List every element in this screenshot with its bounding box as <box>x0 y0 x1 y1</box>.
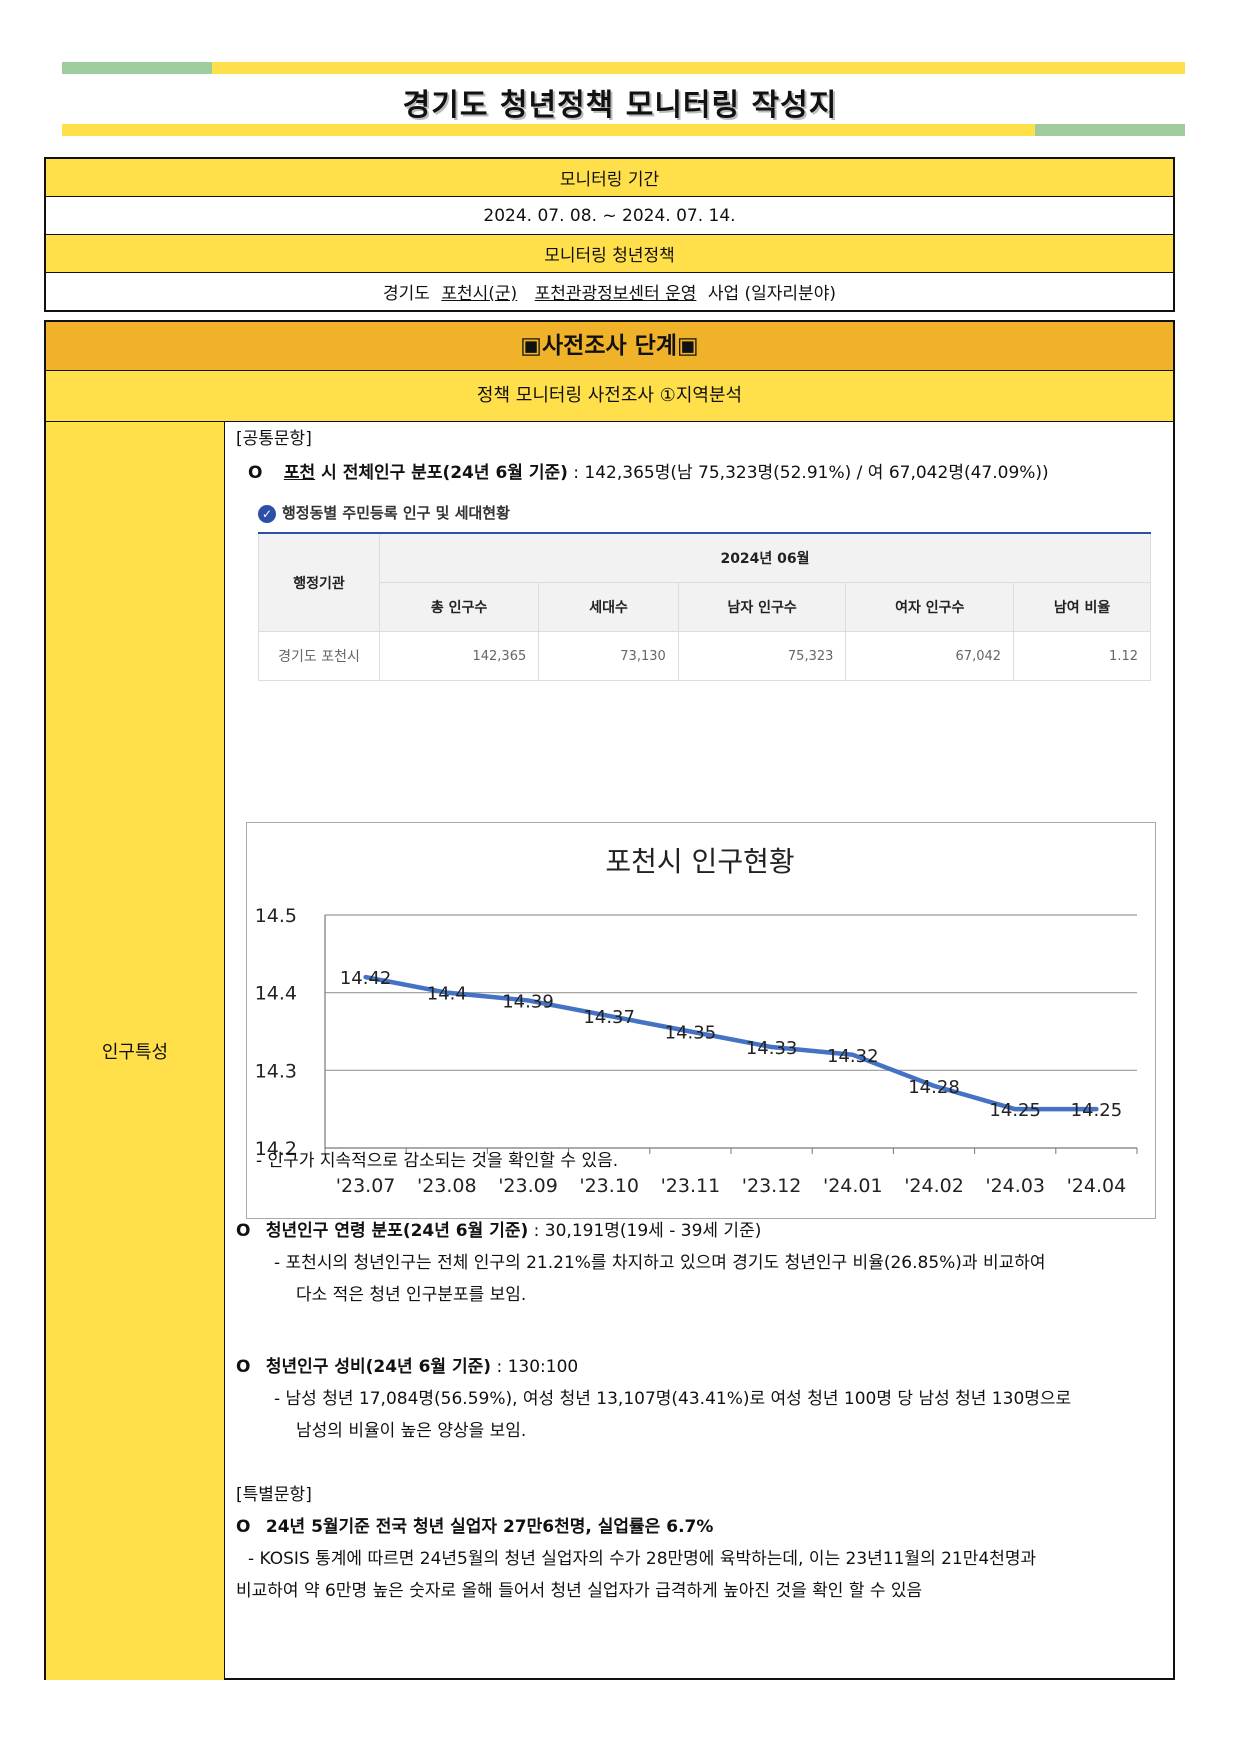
population-line: O 포천 시 전체인구 분포(24년 6월 기준) : 142,365명(남 75… <box>248 458 1049 483</box>
ratio-title: 청년인구 성비(24년 6월 기준) <box>265 1357 492 1377</box>
youth-desc-1: - 포천시의 청년인구는 전체 인구의 21.21%를 차지하고 있으며 경기도… <box>274 1253 1046 1273</box>
period-label: 모니터링 기간 <box>44 157 1175 197</box>
monitoring-info-table: 모니터링 기간 2024. 07. 08. ~ 2024. 07. 14. 모니… <box>44 157 1175 312</box>
youth-line: O 청년인구 연령 분포(24년 6월 기준) : 30,191명(19세 - … <box>236 1216 761 1241</box>
stat-caption: ✓ 행정동별 주민등록 인구 및 세대현황 <box>258 502 510 523</box>
youth-desc-2: 다소 적은 청년 인구분포를 보임. <box>296 1285 527 1305</box>
data-label: 14.32 <box>827 1046 879 1067</box>
row-header: 행정기관 <box>258 532 380 632</box>
policy-label: 모니터링 청년정책 <box>44 234 1175 273</box>
circle-bullet-icon: O <box>248 463 263 483</box>
ratio-value: : 130:100 <box>496 1357 579 1377</box>
period-header: 2024년 06월 <box>379 532 1151 583</box>
data-label: 14.33 <box>746 1038 798 1059</box>
category-label: 인구특성 <box>101 1042 169 1063</box>
section-subtitle: 정책 모니터링 사전조사 ①지역분석 <box>46 371 1173 422</box>
common-heading: [공통문항] <box>236 429 312 449</box>
category-column: 인구특성 <box>46 422 225 1680</box>
population-value: : 142,365명(남 75,323명(52.91%) / 여 67,042명… <box>573 463 1049 483</box>
val-male: 75,323 <box>677 631 847 681</box>
circle-bullet-icon: O <box>236 1517 251 1537</box>
chart-note: - 인구가 지속적으로 감소되는 것을 확인할 수 있음. <box>256 1151 619 1171</box>
period-value: 2024. 07. 08. ~ 2024. 07. 14. <box>44 196 1175 235</box>
data-label: 14.4 <box>427 984 467 1005</box>
special-heading: [특별문항] <box>236 1485 312 1505</box>
population-city: 포천 <box>283 463 316 483</box>
data-label: 14.25 <box>989 1100 1041 1121</box>
data-label: 14.37 <box>583 1007 635 1028</box>
x-tick-label: '23.09 <box>498 1175 558 1197</box>
population-chart: 포천시 인구현황 14.5 14.4 14.3 14.2 '23.07 '23.08 '23.… <box>246 822 1156 1219</box>
data-label: 14.25 <box>1071 1100 1123 1121</box>
unemployment-desc-2: 비교하여 약 6만명 높은 숫자로 올해 들어서 청년 실업자가 급격하게 높아… <box>236 1581 923 1601</box>
val-total: 142,365 <box>378 631 540 681</box>
stage-header: ▣사전조사 단계▣ <box>46 322 1173 371</box>
val-female: 67,042 <box>845 631 1015 681</box>
header-bar-green-top <box>62 62 212 74</box>
data-label: 14.28 <box>908 1077 960 1098</box>
header-bar-yellow-top <box>212 62 1185 74</box>
youth-value: : 30,191명(19세 - 39세 기준) <box>533 1221 762 1241</box>
x-tick-label: '24.03 <box>985 1175 1045 1197</box>
col-ratio: 남여 비율 <box>1013 582 1151 632</box>
circle-bullet-icon: O <box>236 1357 251 1377</box>
check-circle-icon: ✓ <box>258 504 276 523</box>
data-label: 14.42 <box>340 968 392 989</box>
ratio-desc-2: 남성의 비율이 높은 양상을 보임. <box>296 1421 527 1441</box>
header-bar-green-bottom <box>1035 124 1185 136</box>
y-tick-label: 14.5 <box>255 905 297 927</box>
series-line <box>363 974 1099 1112</box>
y-tick-label: 14.3 <box>255 1060 297 1082</box>
col-female: 여자 인구수 <box>845 582 1015 632</box>
youth-title: 청년인구 연령 분포(24년 6월 기준) <box>265 1221 529 1241</box>
page-title: 경기도 청년정책 모니터링 작성지 <box>402 88 838 123</box>
x-tick-label: '24.02 <box>904 1175 964 1197</box>
chart-svg: 포천시 인구현황 14.5 14.4 14.3 14.2 '23.07 '23.08 '23.… <box>255 845 1138 1197</box>
policy-prefix: 경기도 <box>383 284 430 304</box>
data-label: 14.39 <box>502 991 554 1012</box>
unemployment-desc-1: - KOSIS 통계에 따르면 24년5월의 청년 실업자의 수가 28만명에 … <box>248 1549 1037 1569</box>
pre-survey-section: ▣사전조사 단계▣ 정책 모니터링 사전조사 ①지역분석 인구특성 [공통문항]… <box>44 320 1175 1680</box>
population-title: 시 전체인구 분포(24년 6월 기준) <box>321 463 568 483</box>
x-tick-label: '23.10 <box>579 1175 639 1197</box>
row-name: 경기도 포천시 <box>258 631 380 681</box>
unemployment-line: O 24년 5월기준 전국 청년 실업자 27만6천명, 실업률은 6.7% <box>236 1512 713 1537</box>
ratio-line: O 청년인구 성비(24년 6월 기준) : 130:100 <box>236 1352 578 1377</box>
x-tick-label: '23.07 <box>336 1175 396 1197</box>
x-tick-label: '24.04 <box>1067 1175 1127 1197</box>
circle-bullet-icon: O <box>236 1221 251 1241</box>
col-total: 총 인구수 <box>378 582 540 632</box>
col-male: 남자 인구수 <box>677 582 847 632</box>
policy-city: 포천시(군) <box>441 284 518 304</box>
x-tick-label: '23.11 <box>661 1175 721 1197</box>
policy-suffix: 사업 (일자리분야) <box>707 284 836 304</box>
data-label: 14.35 <box>665 1023 717 1044</box>
x-tick-label: '23.08 <box>417 1175 477 1197</box>
val-households: 73,130 <box>538 631 679 681</box>
policy-name: 포천관광정보센터 운영 <box>534 284 697 304</box>
y-tick-label: 14.4 <box>255 983 297 1005</box>
val-ratio: 1.12 <box>1013 631 1151 681</box>
population-stat-table: 행정기관 2024년 06월 총 인구수 세대수 남자 인구수 여자 인구수 남… <box>258 532 1151 681</box>
policy-value: 경기도 포천시(군) 포천관광정보센터 운영 사업 (일자리분야) <box>44 272 1175 312</box>
unemployment-title: 24년 5월기준 전국 청년 실업자 27만6천명, 실업률은 6.7% <box>265 1517 714 1537</box>
y-tick-label: 14.2 <box>255 1138 297 1160</box>
chart-title: 포천시 인구현황 <box>605 845 794 878</box>
header-bar-yellow-bottom <box>62 124 1035 136</box>
x-tick-label: '24.01 <box>823 1175 883 1197</box>
x-tick-label: '23.12 <box>742 1175 802 1197</box>
ratio-desc-1: - 남성 청년 17,084명(56.59%), 여성 청년 13,107명(4… <box>274 1389 1072 1409</box>
col-households: 세대수 <box>538 582 679 632</box>
